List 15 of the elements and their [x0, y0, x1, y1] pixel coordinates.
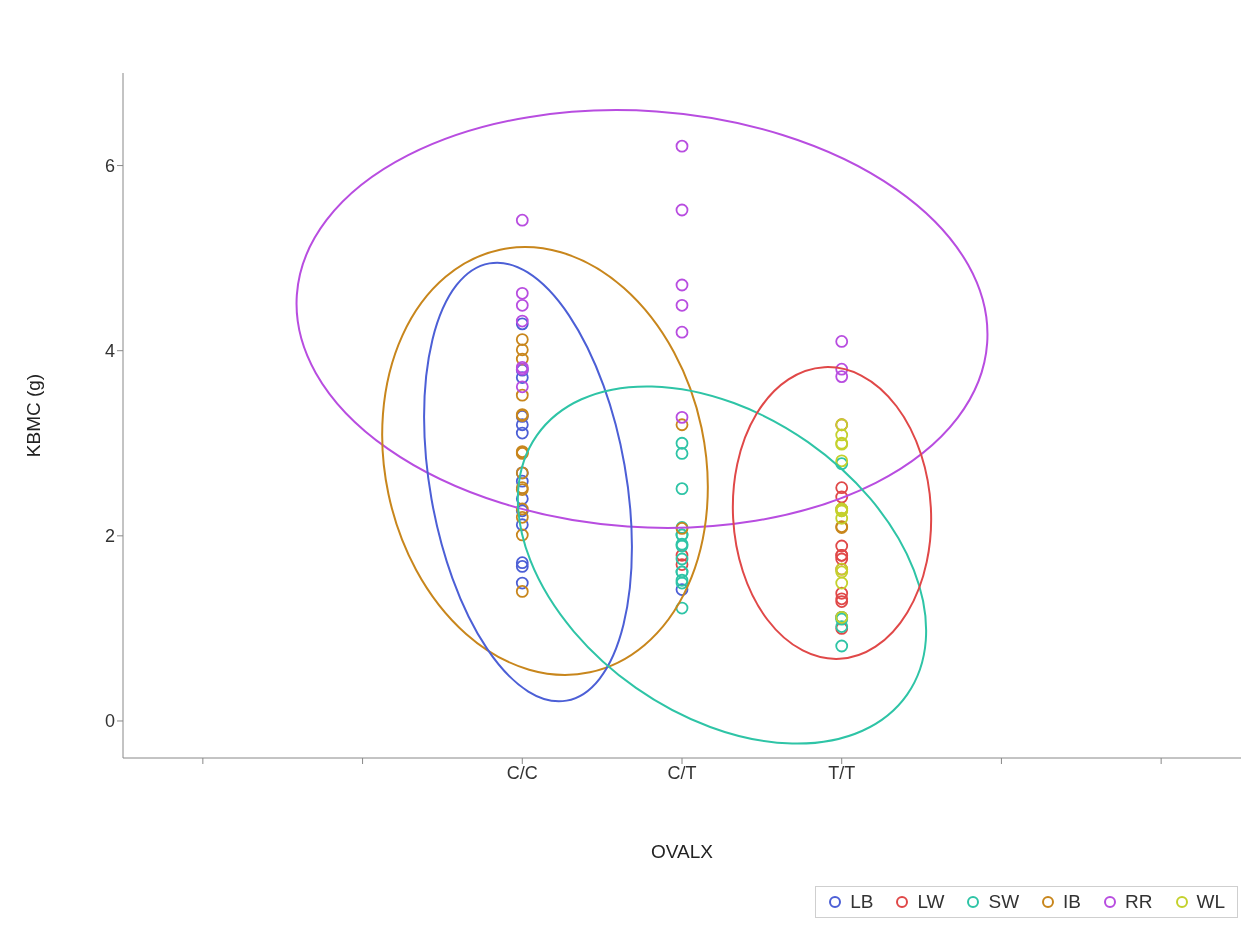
- legend-label: RR: [1124, 891, 1153, 913]
- x-axis-title: OVALX: [651, 841, 714, 862]
- legend-label: WL: [1195, 891, 1225, 913]
- legend-label: IB: [1062, 891, 1082, 913]
- x-tick-label: T/T: [828, 762, 856, 783]
- y-tick-label: 4: [104, 341, 115, 362]
- legend-label: LW: [916, 891, 945, 913]
- y-tick-label: 2: [104, 526, 115, 547]
- legend-label: LB: [849, 891, 874, 913]
- legend-label: SW: [987, 891, 1020, 913]
- y-axis-title: KBMC (g): [22, 373, 44, 458]
- x-tick-label: C/C: [506, 762, 538, 783]
- y-tick-label: 6: [104, 155, 115, 176]
- y-tick-label: 0: [104, 711, 115, 732]
- x-tick-label: C/T: [667, 762, 697, 783]
